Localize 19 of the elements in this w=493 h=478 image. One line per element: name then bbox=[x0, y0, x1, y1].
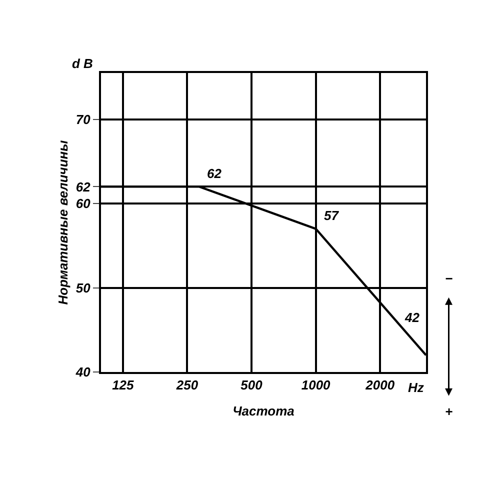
text: − bbox=[445, 271, 453, 286]
x-tick-label: 1000 bbox=[301, 378, 332, 393]
data-label: 57 bbox=[324, 208, 340, 223]
y-tick-label: 60 bbox=[76, 196, 92, 212]
y-tick-label: 62 bbox=[76, 179, 92, 194]
x-axis-title: Частота bbox=[232, 404, 294, 419]
x-tick-label: 2000 bbox=[364, 378, 396, 393]
text: d B bbox=[72, 56, 93, 71]
y-tick-label: 70 bbox=[76, 112, 92, 127]
text: + bbox=[445, 404, 453, 419]
x-tick-label: 250 bbox=[175, 378, 199, 393]
data-label: 62 bbox=[207, 166, 222, 181]
text: Hz bbox=[408, 380, 424, 395]
y-tick-label: 40 bbox=[74, 364, 92, 380]
data-label: 42 bbox=[404, 310, 420, 325]
y-axis-title: Нормативные величины bbox=[55, 140, 70, 305]
x-tick-label: 125 bbox=[112, 378, 135, 393]
x-tick-label: 500 bbox=[240, 378, 264, 393]
y-tick-label: 50 bbox=[76, 280, 92, 296]
